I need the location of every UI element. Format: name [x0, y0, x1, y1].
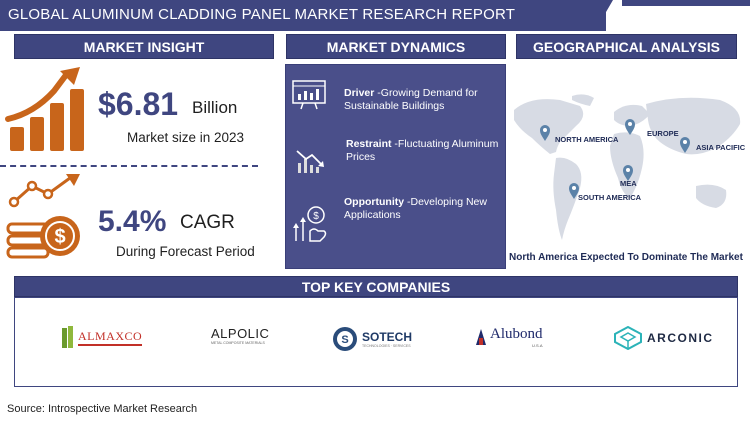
europe-pin-icon	[625, 119, 635, 135]
north-america-pin-icon	[540, 125, 550, 141]
almaxco-logo: ALMAXCO	[62, 326, 143, 348]
alubond-logo: Alubond U.S.A	[476, 326, 543, 348]
alpolic-logo: ALPOLIC METAL COMPOSITE MATERIALS	[211, 326, 269, 345]
market-size-unit: Billion	[192, 98, 238, 117]
opportunity-text: -Developing New Applications	[344, 196, 487, 221]
alubond-tagline: U.S.A	[532, 343, 543, 348]
restraint-label: Restraint	[346, 138, 392, 150]
dynamics-item: Driver -Growing Demand for Sustainable B…	[344, 87, 504, 113]
alpolic-name: ALPOLIC	[211, 326, 270, 341]
market-insight-header: MARKET INSIGHT	[14, 34, 274, 59]
alubond-mark-icon	[476, 329, 486, 345]
top-key-companies-header: TOP KEY COMPANIES	[14, 276, 738, 297]
dynamics-item: Opportunity -Developing New Applications	[344, 196, 504, 222]
mea-pin-icon	[623, 165, 633, 181]
arconic-name: ARCONIC	[647, 331, 714, 345]
sotech-tagline: TECHNOLOGIES · SERVICES	[362, 344, 411, 348]
cagr-caption: During Forecast Period	[116, 244, 255, 259]
region-label: NORTH AMERICA	[555, 135, 619, 144]
companies-box	[14, 297, 738, 387]
chart-screen-icon	[292, 80, 326, 110]
market-size-caption: Market size in 2023	[127, 130, 245, 145]
driver-text: -Growing Demand for Sustainable Building…	[344, 87, 478, 112]
sotech-logo: S SOTECH TECHNOLOGIES · SERVICES	[332, 326, 412, 352]
almaxco-name: ALMAXCO	[78, 329, 143, 346]
arconic-mark-icon	[614, 326, 642, 350]
alpolic-tagline: METAL COMPOSITE MATERIALS	[211, 341, 265, 345]
dynamics-item: Restraint -Fluctuating Aluminum Prices	[346, 138, 501, 164]
declining-chart-icon	[296, 150, 324, 173]
cagr-value: 5.4%	[98, 205, 167, 238]
accent-stripe	[622, 0, 750, 6]
region-label: MEA	[620, 179, 637, 188]
growth-chart-icon	[5, 67, 84, 151]
region-label: EUROPE	[647, 129, 679, 138]
sotech-name: SOTECH	[362, 330, 413, 344]
divider	[0, 165, 258, 167]
svg-text:$: $	[313, 211, 319, 222]
growth-hand-icon: $	[293, 206, 327, 242]
sotech-text: SOTECH TECHNOLOGIES · SERVICES	[362, 330, 412, 348]
cagr-unit: CAGR	[180, 212, 235, 233]
driver-label: Driver	[344, 87, 375, 99]
alubond-text: Alubond U.S.A	[490, 326, 543, 348]
alubond-name: Alubond	[490, 326, 543, 342]
sotech-mark-icon: S	[333, 327, 357, 351]
region-label: SOUTH AMERICA	[578, 193, 642, 202]
geographical-analysis-header: GEOGRAPHICAL ANALYSIS	[516, 34, 737, 59]
arconic-logo: ARCONIC	[613, 326, 714, 350]
market-size-value: $6.81	[98, 86, 179, 122]
region-label: ASIA PACIFIC	[696, 143, 746, 152]
title-bar	[0, 0, 606, 31]
asia-pacific-pin-icon	[680, 137, 690, 153]
source-note: Source: Introspective Market Research	[7, 403, 198, 415]
south-america-pin-icon	[569, 183, 579, 199]
title-bar-slant	[595, 0, 613, 31]
market-dynamics-panel: Driver -Growing Demand for Sustainable B…	[285, 64, 506, 269]
svg-text:S: S	[341, 334, 348, 346]
svg-text:$: $	[54, 226, 65, 248]
geo-caption: North America Expected To Dominate The M…	[509, 252, 743, 263]
almaxco-mark-icon	[62, 326, 73, 348]
coins-growth-icon: $	[6, 174, 80, 259]
opportunity-label: Opportunity	[344, 196, 405, 208]
page-title: GLOBAL ALUMINUM CLADDING PANEL MARKET RE…	[8, 6, 516, 23]
restraint-text: -Fluctuating Aluminum Prices	[346, 138, 499, 163]
market-dynamics-header: MARKET DYNAMICS	[286, 34, 506, 59]
